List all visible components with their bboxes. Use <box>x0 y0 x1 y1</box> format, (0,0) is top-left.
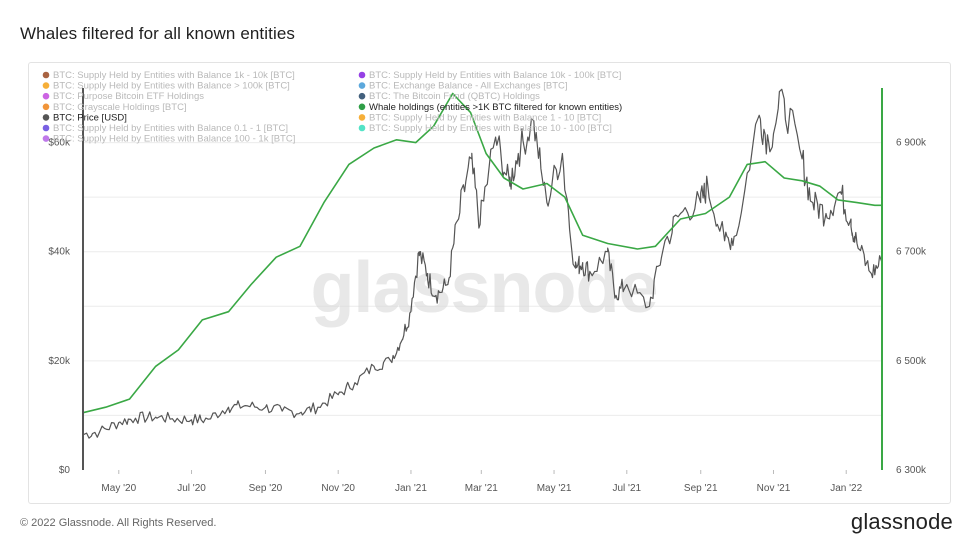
y-left-tick-label: $20k <box>48 356 71 367</box>
legend: BTC: Supply Held by Entities with Balanc… <box>42 70 623 145</box>
watermark: glassnode <box>310 248 657 328</box>
x-tick-label: Jan '22 <box>830 483 862 494</box>
x-tick-label: Sep '21 <box>684 483 718 494</box>
legend-label: BTC: Supply Held by Entities with Balanc… <box>369 112 601 123</box>
y-right-tick-label: 6 700k <box>896 247 927 258</box>
legend-label: BTC: Supply Held by Entities with Balanc… <box>369 123 612 134</box>
legend-item[interactable]: BTC: Supply Held by Entities with Balanc… <box>42 134 296 145</box>
legend-item[interactable]: BTC: Price [USD] <box>42 112 127 123</box>
legend-item[interactable]: Whale holdings (entities >1K BTC filtere… <box>358 102 623 113</box>
legend-label: BTC: Supply Held by Entities with Balanc… <box>53 81 290 92</box>
legend-item[interactable]: BTC: Supply Held by Entities with Balanc… <box>42 81 290 92</box>
legend-label: BTC: Supply Held by Entities with Balanc… <box>53 123 288 134</box>
x-tick-label: Jul '21 <box>613 483 642 494</box>
legend-dot-icon <box>42 103 50 111</box>
legend-label: BTC: Exchange Balance - All Exchanges [B… <box>369 81 568 92</box>
y-right-tick-label: 6 500k <box>896 356 927 367</box>
price-series-line <box>82 88 883 439</box>
footer-logo: glassnode <box>850 509 953 534</box>
legend-dot-icon <box>42 114 50 121</box>
x-tick-label: May '21 <box>537 483 572 494</box>
legend-dot-icon <box>358 124 366 132</box>
x-tick-label: Nov '20 <box>321 483 355 494</box>
legend-item[interactable]: BTC: The Bitcoin Fund (QBTC) Holdings <box>358 91 540 102</box>
y-right-tick-label: 6 900k <box>896 138 927 149</box>
legend-dot-icon <box>42 92 50 100</box>
x-tick-label: Jul '20 <box>177 483 206 494</box>
legend-label: BTC: Supply Held by Entities with Balanc… <box>369 70 621 81</box>
legend-dot-icon <box>358 103 366 111</box>
x-tick-label: May '20 <box>101 483 136 494</box>
x-tick-label: Mar '21 <box>465 483 498 494</box>
y-left-tick-label: $40k <box>48 247 71 258</box>
legend-label: BTC: Supply Held by Entities with Balanc… <box>53 134 295 145</box>
legend-item[interactable]: BTC: Supply Held by Entities with Balanc… <box>42 123 288 134</box>
legend-dot-icon <box>358 71 366 79</box>
x-tick-label: Sep '20 <box>249 483 283 494</box>
y-right-tick-label: 6 300k <box>896 465 927 476</box>
legend-dot-icon <box>42 135 50 142</box>
legend-label: BTC: The Bitcoin Fund (QBTC) Holdings <box>369 91 540 102</box>
x-tick-label: Nov '21 <box>757 483 791 494</box>
legend-item[interactable]: BTC: Purpose Bitcoin ETF Holdings <box>42 91 205 102</box>
legend-label: BTC: Price [USD] <box>53 112 127 123</box>
series-layer <box>82 88 883 439</box>
y-left-tick-label: $60k <box>48 138 71 149</box>
legend-item[interactable]: BTC: Supply Held by Entities with Balanc… <box>358 70 622 81</box>
legend-item[interactable]: BTC: Supply Held by Entities with Balanc… <box>42 70 295 81</box>
y-left-tick-label: $0 <box>59 465 71 476</box>
legend-dot-icon <box>358 114 366 121</box>
legend-dot-icon <box>42 124 50 132</box>
legend-item[interactable]: BTC: Exchange Balance - All Exchanges [B… <box>358 81 568 92</box>
legend-label: BTC: Supply Held by Entities with Balanc… <box>53 70 295 81</box>
legend-item[interactable]: BTC: Supply Held by Entities with Balanc… <box>358 112 602 123</box>
legend-dot-icon <box>358 92 366 100</box>
copyright: © 2022 Glassnode. All Rights Reserved. <box>20 517 217 529</box>
legend-label: BTC: Grayscale Holdings [BTC] <box>53 102 187 113</box>
legend-label: BTC: Purpose Bitcoin ETF Holdings <box>53 91 204 102</box>
axes: $0 $20k $40k $60k 6 300k 6 500k 6 700k 6 900k Ma… <box>48 88 927 494</box>
legend-item[interactable]: BTC: Grayscale Holdings [BTC] <box>42 102 187 113</box>
legend-label: Whale holdings (entities >1K BTC filtere… <box>369 102 622 113</box>
x-tick-label: Jan '21 <box>395 483 427 494</box>
legend-dot-icon <box>42 82 50 89</box>
page-title: Whales filtered for all known entities <box>20 24 295 43</box>
legend-dot-icon <box>358 82 366 89</box>
whale-holdings-series-line <box>82 92 882 414</box>
legend-dot-icon <box>42 71 50 79</box>
legend-item[interactable]: BTC: Supply Held by Entities with Balanc… <box>358 123 612 134</box>
